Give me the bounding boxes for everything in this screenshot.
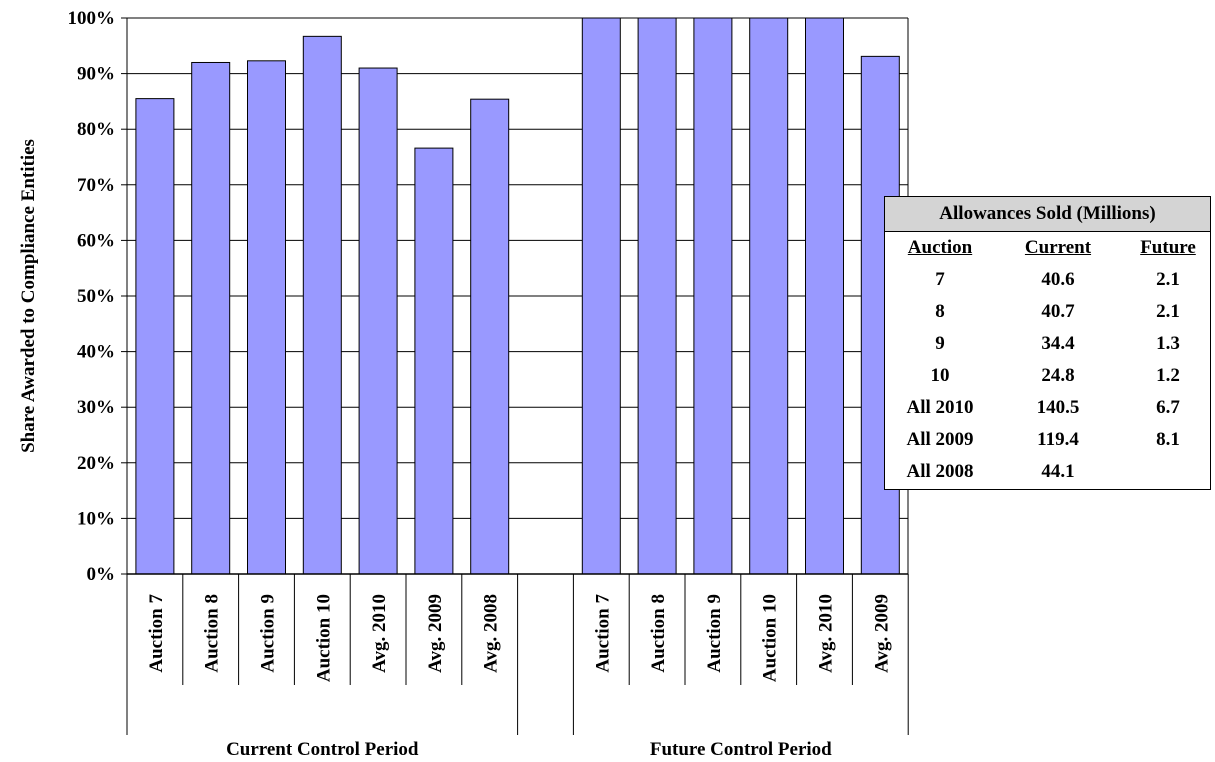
y-tick-label: 30%: [77, 397, 115, 418]
y-tick-label: 20%: [77, 453, 115, 474]
group-label: Future Control Period: [650, 739, 832, 760]
bar: [135, 98, 175, 575]
x-tick-label: Avg. 2009: [425, 594, 446, 673]
y-tick-labels: 0% 10% 20% 30% 40% 50% 60% 70% 80% 90% 100%: [68, 8, 116, 585]
x-tick-label: Auction 9: [258, 594, 279, 673]
cell-current: 140.5: [1036, 397, 1080, 418]
bar: [247, 60, 286, 575]
cell-current: 24.8: [1041, 365, 1075, 386]
y-tick-label: 90%: [77, 64, 115, 85]
bar: [470, 98, 510, 575]
x-tick-label: Auction 7: [592, 594, 613, 673]
cell-current: 40.6: [1041, 269, 1075, 290]
y-tick-label: 60%: [77, 230, 115, 251]
x-tick-label: Auction 10: [313, 594, 334, 682]
cell-future: 2.1: [1156, 301, 1180, 322]
cell-auction: 7: [935, 269, 945, 290]
cell-future: 1.2: [1156, 365, 1180, 386]
table-row: 10 24.8 1.2: [885, 360, 1210, 392]
x-tick-label: Avg. 2010: [816, 594, 837, 673]
cell-auction: 8: [935, 301, 945, 322]
cell-auction: 9: [935, 333, 945, 354]
bar: [191, 61, 231, 575]
header-auction: Auction: [907, 237, 973, 258]
cell-current: 119.4: [1037, 429, 1079, 450]
x-tick-labels: Auction 7 Auction 8 Auction 9 Auction 10 Avg…: [146, 594, 892, 683]
cell-future: 1.3: [1156, 333, 1180, 354]
cell-auction: All 2010: [906, 397, 974, 418]
cell-auction: All 2009: [906, 429, 974, 450]
bar: [637, 17, 677, 575]
axes: [121, 17, 909, 735]
table-row: 7 40.6 2.1: [885, 264, 1210, 296]
group-label: Current Control Period: [226, 739, 419, 760]
y-tick-label: 70%: [77, 175, 115, 196]
table-row: All 2010 140.5 6.7: [885, 392, 1210, 424]
x-tick-label: Auction 7: [146, 594, 167, 673]
table-header-row: Auction Current Future: [885, 232, 1210, 264]
cell-current: 44.1: [1041, 461, 1075, 482]
cell-future: 6.7: [1156, 397, 1180, 418]
header-current: Current: [1024, 237, 1092, 258]
y-tick-label: 0%: [87, 564, 116, 585]
gridlines: [127, 17, 908, 519]
cell-auction: 10: [930, 365, 950, 386]
x-tick-label: Auction 8: [202, 594, 223, 673]
y-tick-label: 40%: [77, 342, 115, 363]
table-row: All 2008 44.1: [885, 456, 1210, 488]
table-title: Allowances Sold (Millions): [885, 197, 1210, 232]
bar: [805, 17, 844, 575]
bar: [414, 147, 454, 575]
bar: [302, 35, 342, 575]
allowances-table: Allowances Sold (Millions) Auction Curre…: [884, 196, 1211, 490]
bar: [749, 17, 789, 575]
cell-future: 8.1: [1156, 429, 1180, 450]
x-tick-label: Avg. 2008: [481, 594, 502, 673]
y-tick-label: 80%: [77, 119, 115, 140]
cell-current: 34.4: [1041, 333, 1075, 354]
group-labels: Current Control Period Future Control Per…: [226, 739, 832, 760]
table-row: 9 34.4 1.3: [885, 328, 1210, 360]
bar: [581, 17, 621, 575]
x-tick-label: Avg. 2010: [369, 594, 390, 673]
table-row: All 2009 119.4 8.1: [885, 424, 1210, 456]
y-axis-label: Share Awarded to Compliance Entities: [18, 139, 39, 453]
cell-future: 2.1: [1156, 269, 1180, 290]
y-tick-label: 50%: [77, 286, 115, 307]
x-tick-label: Avg. 2009: [871, 594, 892, 673]
cell-current: 40.7: [1041, 301, 1075, 322]
bar: [358, 67, 398, 575]
x-tick-label: Auction 8: [648, 594, 669, 673]
header-future: Future: [1140, 237, 1196, 258]
x-tick-label: Auction 9: [704, 594, 725, 673]
x-tick-label: Auction 10: [760, 594, 781, 682]
y-tick-label: 10%: [77, 508, 115, 529]
table-row: 8 40.7 2.1: [885, 296, 1210, 328]
y-tick-label: 100%: [68, 8, 116, 29]
cell-auction: All 2008: [906, 461, 974, 482]
bar: [693, 17, 733, 575]
